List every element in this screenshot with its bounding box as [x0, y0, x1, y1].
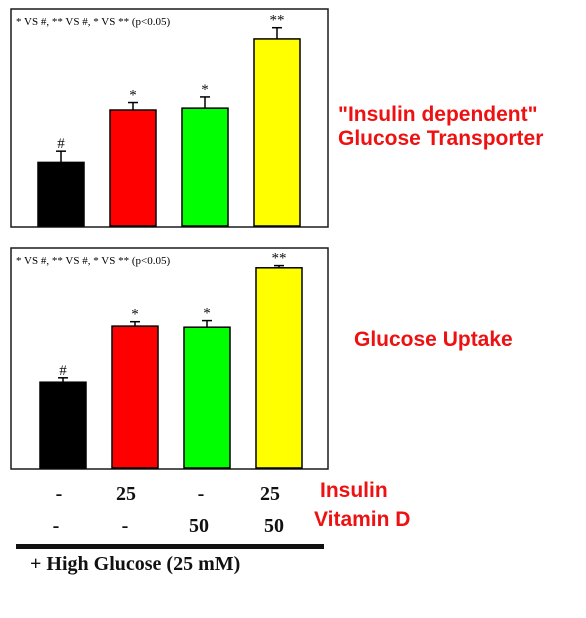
bar-3	[183, 326, 231, 469]
insulin-value-2: 25	[116, 483, 136, 505]
vitamin-d-value-2: -	[121, 515, 129, 537]
treatment-bracket-line	[16, 544, 324, 549]
significance-marker-2: *	[129, 88, 137, 104]
bar-4	[253, 38, 301, 227]
treatment-label: + High Glucose (25 mM)	[30, 553, 241, 575]
panel-label-bottom: Glucose Uptake	[354, 328, 513, 351]
insulin-value-4: 25	[260, 483, 280, 505]
bar-group: #* ***	[37, 13, 301, 227]
vitamin-d-value-3: 50	[189, 515, 209, 537]
bar-1	[37, 161, 85, 227]
significance-marker-3: *	[203, 306, 211, 322]
vitamin-d-value-4: 50	[264, 515, 284, 537]
bar-group: #* ***	[39, 251, 303, 469]
significance-marker-4: **	[272, 251, 287, 267]
insulin-value-3: -	[197, 483, 205, 505]
bar-4	[255, 267, 303, 469]
plot-frame	[10, 247, 329, 470]
bar-2	[109, 109, 157, 227]
panel-label-top-line1: "Insulin dependent"	[338, 103, 538, 126]
plot-frame	[10, 8, 329, 228]
bar-2	[111, 325, 159, 469]
significance-marker-2: *	[131, 307, 139, 323]
insulin-value-1: -	[55, 483, 63, 505]
chart-panel-glucose-transporter: * VS #, ** VS #, * VS ** (p<0.05) #* ***	[10, 8, 329, 228]
vitamin-d-value-1: -	[52, 515, 60, 537]
significance-marker-3: *	[201, 82, 209, 98]
significance-note: * VS #, ** VS #, * VS ** (p<0.05)	[16, 16, 170, 28]
insulin-label: Insulin	[320, 479, 388, 502]
bar-1	[39, 381, 87, 469]
significance-note: * VS #, ** VS #, * VS ** (p<0.05)	[16, 255, 170, 267]
vitamin-d-label: Vitamin D	[314, 508, 411, 531]
bar-3	[181, 107, 229, 227]
significance-marker-1: #	[57, 136, 65, 152]
significance-marker-4: **	[270, 13, 285, 29]
chart-panel-glucose-uptake: * VS #, ** VS #, * VS ** (p<0.05) #* ***	[10, 247, 329, 470]
significance-marker-1: #	[59, 363, 67, 379]
panel-label-top-line2: Glucose Transporter	[338, 127, 544, 150]
